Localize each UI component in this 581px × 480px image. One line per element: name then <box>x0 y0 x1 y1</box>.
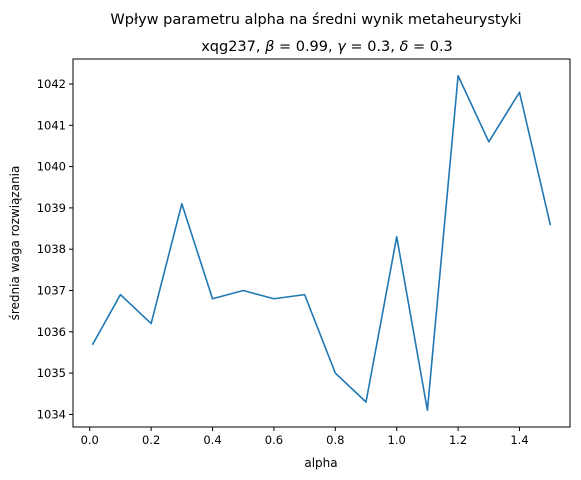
series-line <box>91 74 552 412</box>
x-axis-label: alpha <box>304 456 337 470</box>
y-axis-ticks: 1034 1035 1036 1037 1038 1039 1040 1041 1042 <box>37 77 73 421</box>
chart-subtitle: xqg237, β = 0.99, γ = 0.3, δ = 0.3 <box>201 39 453 55</box>
y-tick-label: 1038 <box>37 242 66 256</box>
x-tick-label: 0.2 <box>142 433 160 447</box>
plot-lines <box>91 74 552 412</box>
y-tick-label: 1041 <box>37 118 66 132</box>
x-tick-label: 1.4 <box>510 433 528 447</box>
x-axis-ticks: 0.0 0.2 0.4 0.6 0.8 1.0 1.2 1.4 <box>81 427 529 447</box>
x-tick-label: 0.4 <box>203 433 221 447</box>
x-tick-label: 0.6 <box>265 433 283 447</box>
x-tick-label: 1.2 <box>449 433 467 447</box>
x-tick-label: 1.0 <box>388 433 406 447</box>
y-tick-label: 1036 <box>37 325 66 339</box>
y-tick-label: 1037 <box>37 283 66 297</box>
x-tick-label: 0.8 <box>326 433 344 447</box>
y-tick-label: 1034 <box>37 407 66 421</box>
y-tick-label: 1042 <box>37 77 66 91</box>
y-tick-label: 1035 <box>37 366 66 380</box>
x-tick-label: 0.0 <box>81 433 99 447</box>
plot-area-frame <box>72 58 571 428</box>
chart-title: Wpływ parametru alpha na średni wynik me… <box>110 12 521 28</box>
y-tick-label: 1040 <box>37 160 66 174</box>
y-axis-label: średnia waga rozwiązania <box>8 166 22 321</box>
y-tick-label: 1039 <box>37 201 66 215</box>
